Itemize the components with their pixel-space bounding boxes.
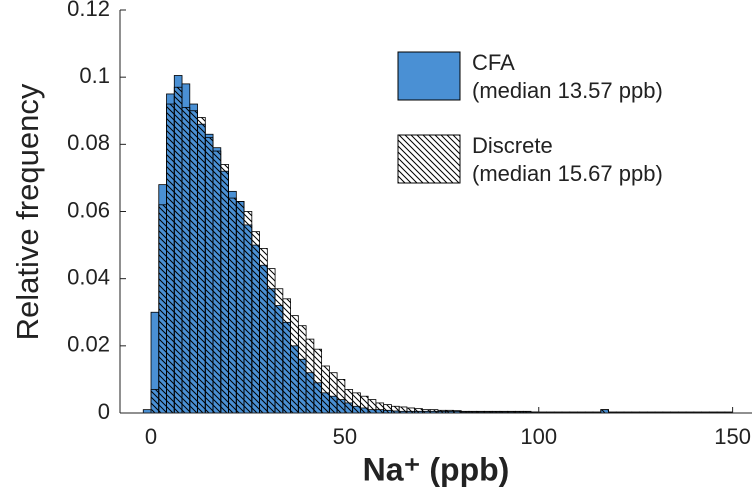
y-tick-label: 0.1	[79, 63, 110, 88]
histogram-bar	[383, 404, 392, 414]
legend-swatch	[397, 51, 461, 101]
histogram-bar	[173, 86, 183, 414]
histogram-bar	[282, 298, 292, 414]
x-tick-label: 150	[714, 424, 751, 449]
histogram-bar	[344, 389, 354, 414]
histogram-bar	[142, 409, 152, 414]
histogram-bar	[166, 103, 175, 414]
y-tick-label: 0.06	[67, 197, 110, 222]
histogram-bar	[204, 137, 214, 414]
histogram-bar	[220, 164, 229, 414]
histogram-bar	[243, 211, 253, 414]
histogram-bar	[600, 409, 609, 414]
histogram-bar	[406, 407, 416, 414]
histogram-bar	[321, 365, 330, 414]
histogram-bar	[429, 409, 439, 414]
histogram-bar	[259, 248, 268, 414]
histogram-bar	[359, 395, 369, 414]
histogram-bar	[235, 201, 245, 414]
histogram-bar	[212, 150, 222, 414]
histogram-bar	[336, 379, 346, 414]
legend-note: (median 13.57 ppb)	[472, 78, 663, 103]
x-tick-label: 50	[333, 424, 357, 449]
legend-label: Discrete	[472, 133, 553, 158]
histogram-bar	[181, 106, 191, 414]
histogram-bar	[422, 409, 431, 414]
y-axis-label: Relative frequency	[10, 83, 45, 340]
histogram-bar	[398, 406, 408, 414]
y-tick-label: 0.04	[67, 264, 110, 289]
histogram-bar	[251, 231, 260, 414]
histogram-bar	[305, 338, 315, 414]
histogram-bar	[189, 110, 198, 414]
y-tick-label: 0	[98, 399, 110, 424]
histogram-bar	[228, 197, 237, 414]
histogram-bar	[297, 325, 307, 414]
y-tick-label: 0.02	[67, 332, 110, 357]
x-axis-label: Na⁺ (ppb)	[363, 451, 510, 487]
histogram-bar	[328, 372, 338, 414]
histogram-bar	[266, 268, 276, 414]
histogram-bar	[375, 402, 385, 414]
histogram-bar	[367, 399, 377, 414]
legend-note: (median 15.67 ppb)	[472, 161, 663, 186]
histogram-bar	[150, 389, 160, 414]
x-tick-label: 0	[145, 424, 157, 449]
y-tick-label: 0.12	[67, 0, 110, 21]
histogram-bar	[352, 392, 361, 414]
histogram-bar	[414, 408, 423, 414]
histogram-bar	[313, 348, 323, 414]
histogram-bar	[290, 315, 299, 414]
histogram-bar	[158, 204, 167, 414]
histogram-bar	[197, 117, 206, 414]
histogram-bar	[391, 405, 400, 414]
histogram-bar	[274, 288, 284, 414]
legend-swatch	[397, 134, 461, 184]
y-tick-label: 0.08	[67, 130, 110, 155]
legend-label: CFA	[472, 50, 515, 75]
x-tick-label: 100	[520, 424, 557, 449]
